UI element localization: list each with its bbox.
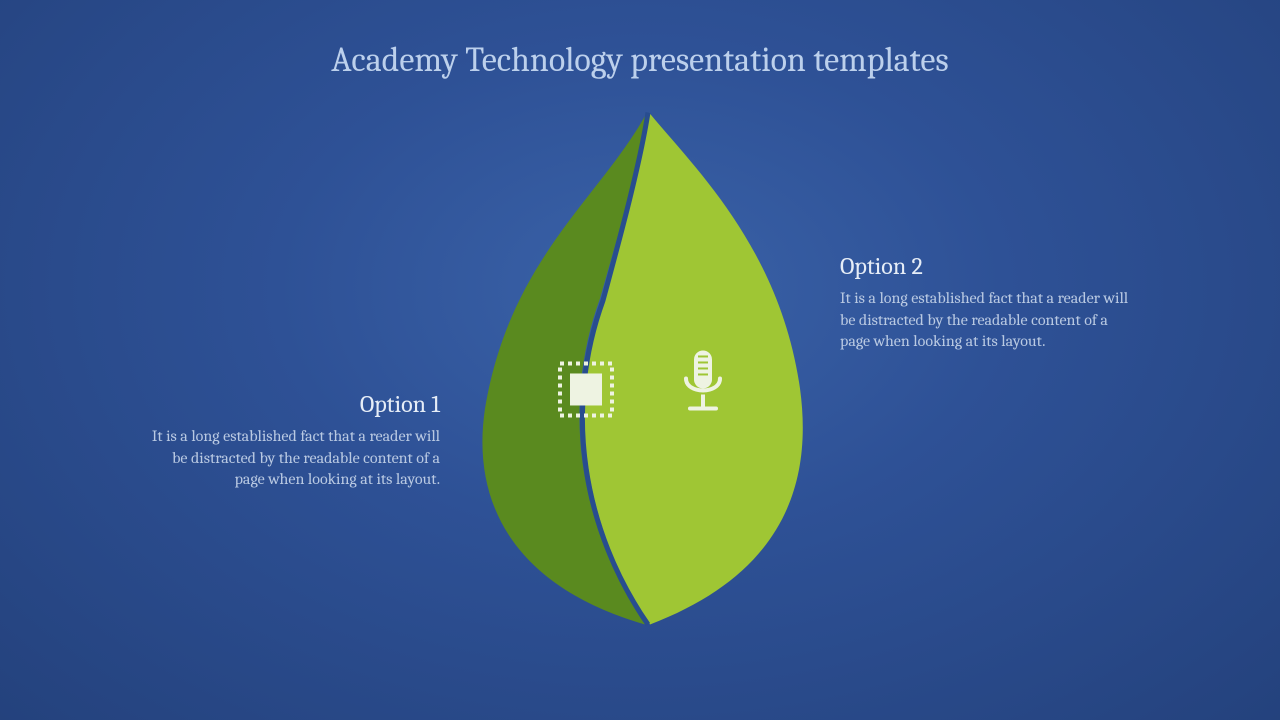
option-2-body: It is a long established fact that a rea…	[840, 288, 1130, 353]
option-1-heading: Option 1	[150, 390, 440, 418]
leaf-svg	[450, 108, 830, 628]
slide-title: Academy Technology presentation template…	[0, 40, 1280, 80]
option-2-heading: Option 2	[840, 252, 1130, 280]
option-1-block: Option 1 It is a long established fact t…	[150, 390, 440, 491]
option-1-body: It is a long established fact that a rea…	[150, 426, 440, 491]
leaf-graphic	[450, 108, 830, 632]
option-2-block: Option 2 It is a long established fact t…	[840, 252, 1130, 353]
